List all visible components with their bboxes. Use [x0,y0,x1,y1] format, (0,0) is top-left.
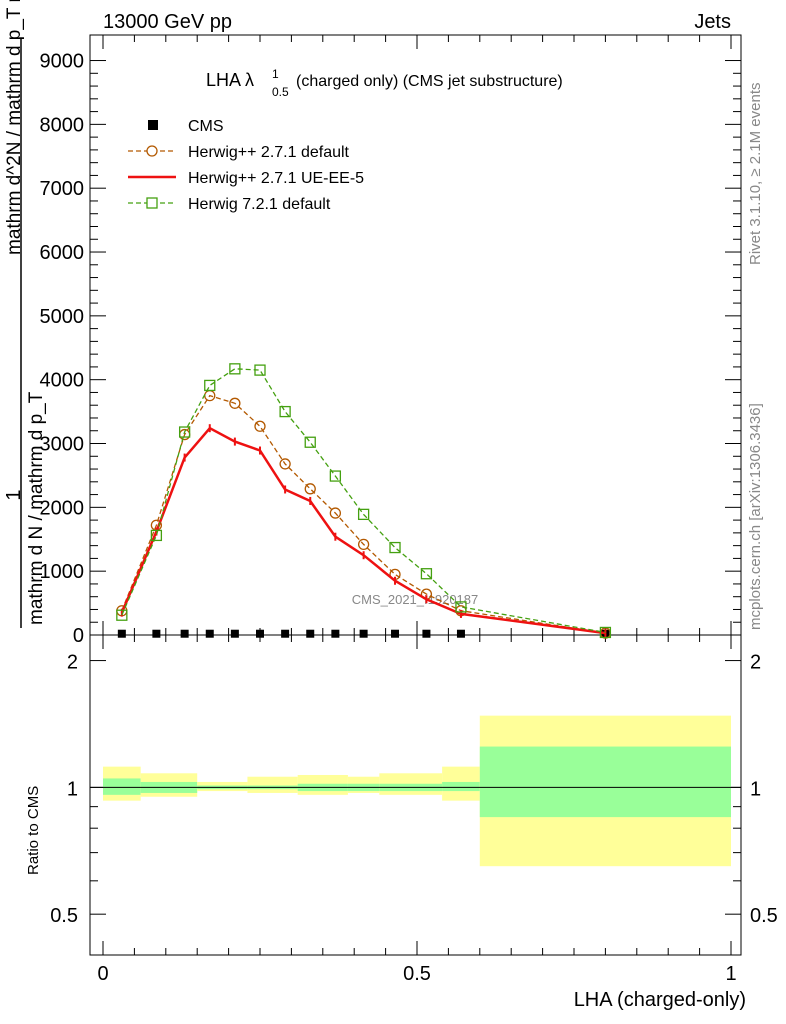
series-point [304,436,316,448]
ratio-band-inner [442,781,480,792]
chart-title: LHA λ 1 0.5 (charged only) (CMS jet subs… [206,67,563,99]
series-point [304,483,316,495]
title-main: LHA λ [206,70,254,90]
legend-marker [146,197,158,209]
mcplots-label: mcplots.cern.ch [arXiv:1306.3436] [747,403,764,630]
title-sup: 1 [272,67,279,81]
title-rest: (charged only) (CMS jet substructure) [296,73,563,90]
y-tick-label: 0 [73,625,84,647]
legend: CMS Herwig++ 2.7.1 default Herwig++ 2.7.1 … [128,118,364,213]
x-tick-label: 0 [97,963,108,985]
main-ylabel: 1 mathrm d N / mathrm d p_T mathrm d^2N … [3,0,47,628]
series-point [599,626,612,639]
ylabel-mid: mathrm d^2N / mathrm d p_T mathrm d lamb… [4,0,25,255]
cms-point [306,629,315,638]
x-axis-label: LHA (charged-only) [574,989,746,1011]
rivet-label: Rivet 3.1.10, ≥ 2.1M events [747,83,764,266]
series-point [116,609,128,621]
y-tick-label: 6000 [40,242,85,264]
series-3 [116,363,612,639]
series-point [279,405,291,418]
series-point [229,397,241,409]
ratio-y-tick-label: 1 [750,778,761,800]
cms-point [180,629,189,638]
cms-point [422,629,431,638]
series-point [279,458,291,470]
cms-point [152,629,161,638]
y-tick-label: 2000 [40,497,85,519]
series-point [150,529,163,542]
legend-marker [146,145,158,157]
x-tick-label: 0.5 [403,963,431,985]
ratio-y-tick-label: 2 [67,652,78,674]
ratio-y-tick-label: 0.5 [750,905,778,927]
series-point [229,363,241,375]
series-point [329,507,342,519]
title-sub: 0.5 [272,85,289,99]
series-2 [120,424,607,638]
y-tick-label: 4000 [40,370,85,392]
cms-point [256,629,264,638]
series-point [455,601,467,613]
ratio-y-tick-label: 2 [750,652,761,674]
legend-label: Herwig++ 2.7.1 UE-EE-5 [188,170,364,187]
legend-label: Herwig 7.2.1 default [188,196,331,213]
x-tick-label: 1 [725,963,736,985]
main-axis-ticks: 0 1000 2000 3000 4000 5000 6000 7000 8000 9000 0 0.… [40,35,741,985]
cms-point [230,629,239,638]
cms-point [205,629,214,638]
ratio-y-tick-label: 1 [67,778,78,800]
cms-point [456,629,465,638]
ratio-band-outer [247,776,298,793]
ratio-band-inner [479,746,731,818]
cms-point [331,629,340,638]
series-0 [117,629,610,638]
y-tick-label: 9000 [40,51,85,73]
ratio-plot-frame [89,634,742,956]
legend-label: Herwig++ 2.7.1 default [188,144,350,161]
y-tick-label: 7000 [40,178,85,200]
series-line [120,426,606,635]
series-point [329,470,342,482]
y-tick-label: 3000 [40,434,85,456]
ratio-band-inner [103,778,141,795]
y-tick-label: 8000 [40,114,85,136]
ratio-bands [90,715,741,867]
cms-point [117,629,126,638]
series-point [357,508,370,521]
series-point [420,568,433,580]
cms-point [359,629,368,638]
ratio-y-tick-label: 0.5 [50,905,78,927]
legend-marker [148,120,158,130]
series-line [121,394,606,634]
series-line [121,368,606,634]
y-tick-label: 5000 [40,306,85,328]
legend-label: CMS [188,118,224,135]
ratio-ylabel: Ratio to CMS [25,786,42,875]
series-point [357,538,370,551]
series-layer [116,363,612,639]
series-point [178,426,191,438]
series-point [389,541,401,554]
y-tick-label: 1000 [40,561,85,583]
cms-point [391,629,400,638]
ylabel-denominator: mathrm d N / mathrm d p_T [26,391,47,625]
header-left: 13000 GeV pp [103,11,232,33]
series-point [204,379,216,392]
header-right: Jets [694,11,731,33]
cms-point [281,629,290,638]
ylabel-numerator: 1 [3,489,25,500]
series-point [254,364,266,376]
series-point [254,420,266,432]
